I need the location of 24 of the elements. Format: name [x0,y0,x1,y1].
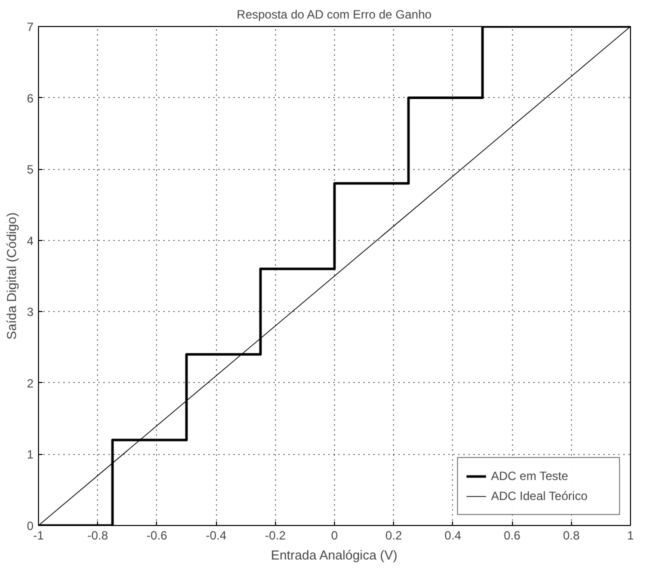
legend-label: ADC em Teste [491,469,570,483]
x-tick-label: 0 [331,528,338,542]
x-tick-label: -1 [33,528,44,542]
y-tick-label: 2 [26,376,34,390]
x-tick-label: 0.8 [562,528,580,542]
x-tick-label: 0.6 [504,528,521,542]
y-tick-label: 5 [26,162,34,177]
x-tick-label: -0.2 [264,528,286,542]
x-tick-label: 1 [627,528,634,542]
x-tick-label: -0.8 [87,528,108,542]
y-tick-label: 1 [26,448,34,462]
y-axis-title: Saída Digital (Código) [4,212,19,340]
x-axis-title: Entrada Analógica (V) [270,548,398,562]
y-tick-label: 0 [26,519,34,533]
x-tick-label: -0.6 [146,528,168,542]
y-tick-label: 3 [26,305,34,320]
y-tick-label: 7 [26,20,34,34]
x-tick-label: 0.2 [385,528,402,542]
chart-title: Resposta do AD com Erro de Ganho [236,8,432,22]
legend-label: ADC Ideal Teórico [491,489,588,503]
y-tick-label: 4 [26,234,34,248]
x-tick-label: 0.4 [444,528,462,542]
x-tick-label: -0.4 [206,528,227,542]
y-tick-label: 6 [26,91,34,106]
